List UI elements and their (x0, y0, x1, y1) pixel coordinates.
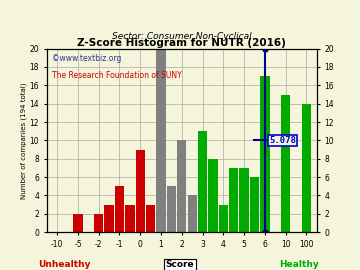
Bar (229, 168, 238, 232)
Bar (219, 205, 228, 232)
Bar (188, 195, 197, 232)
Bar (73, 214, 83, 232)
Y-axis label: Number of companies (194 total): Number of companies (194 total) (20, 82, 27, 199)
Bar (198, 131, 207, 232)
Text: Sector: Consumer Non-Cyclical: Sector: Consumer Non-Cyclical (112, 32, 252, 41)
Bar (167, 186, 176, 232)
Text: ©www.textbiz.org: ©www.textbiz.org (52, 54, 122, 63)
Text: Score: Score (166, 260, 194, 269)
Bar (94, 214, 103, 232)
Bar (281, 94, 290, 232)
Bar (115, 186, 124, 232)
Text: Unhealthy: Unhealthy (39, 260, 91, 269)
Bar (146, 205, 155, 232)
Bar (177, 140, 186, 232)
Text: 5.078: 5.078 (269, 136, 296, 145)
Bar (104, 205, 114, 232)
Bar (136, 150, 145, 232)
Bar (32, 223, 41, 232)
Bar (208, 159, 218, 232)
Bar (125, 205, 135, 232)
Bar (239, 168, 249, 232)
Bar (156, 49, 166, 232)
Bar (250, 177, 259, 232)
Bar (260, 76, 270, 232)
Bar (302, 104, 311, 232)
Text: Healthy: Healthy (279, 260, 319, 269)
Title: Z-Score Histogram for NUTR (2016): Z-Score Histogram for NUTR (2016) (77, 38, 286, 48)
Text: The Research Foundation of SUNY: The Research Foundation of SUNY (52, 71, 182, 80)
